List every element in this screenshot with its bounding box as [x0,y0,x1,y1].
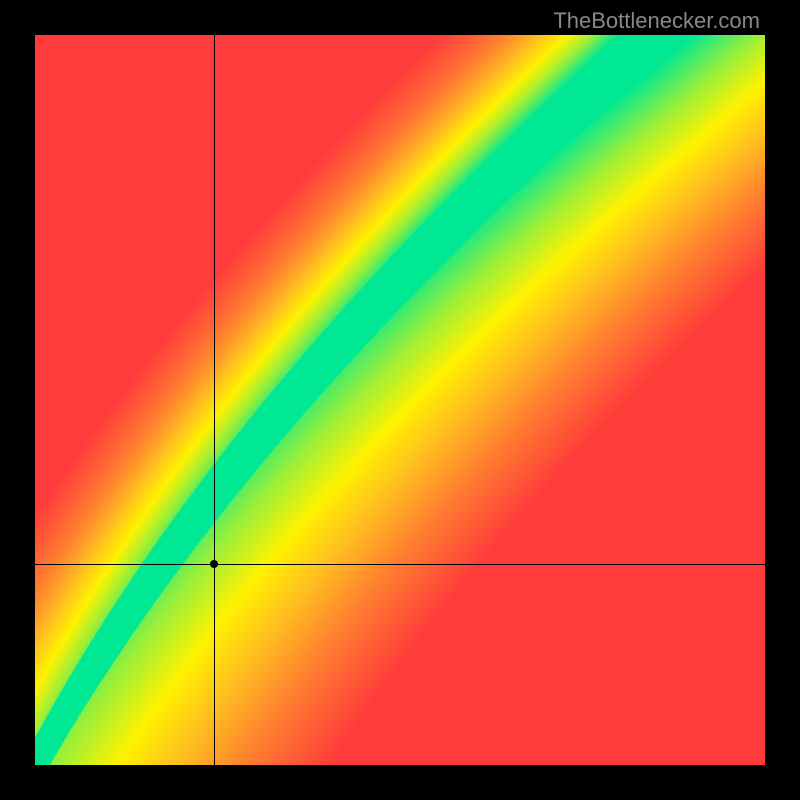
crosshair-marker [210,560,218,568]
attribution-text: TheBottlenecker.com [553,8,760,34]
crosshair-vertical [214,35,215,765]
plot-area [35,35,765,765]
chart-container: TheBottlenecker.com [0,0,800,800]
crosshair-horizontal [35,564,765,565]
heatmap-canvas [35,35,765,765]
